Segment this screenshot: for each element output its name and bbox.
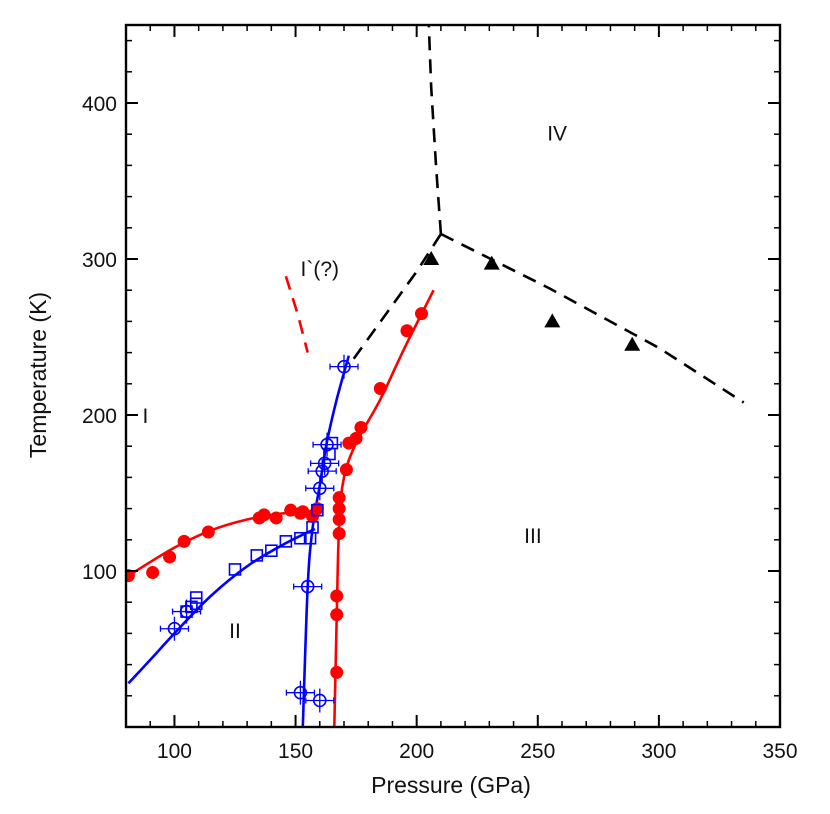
- x-tick-label-350: 350: [762, 740, 797, 763]
- red-filled-circles-lower-point-0: [126, 569, 135, 583]
- x-tick-label-250: 250: [520, 740, 555, 763]
- blue-open-circles-point-1-marker: [179, 604, 194, 619]
- curve-black-dashed-vertical: [427, 25, 443, 235]
- red-filled-circles-lower-point-7: [269, 511, 283, 525]
- y-tick-label-400: 400: [82, 93, 117, 116]
- blue-open-squares-point-3: [189, 591, 203, 604]
- red-filled-circles-upper-point-6: [332, 491, 346, 505]
- y-tick-label-200: 200: [82, 405, 117, 428]
- black-triangles-point-0: [423, 251, 440, 265]
- plot-frame: [124, 23, 782, 729]
- blue-open-circles-point-0: [159, 616, 190, 641]
- region-label-1: II: [229, 620, 241, 643]
- red-filled-circles-lower-point-2: [163, 550, 177, 564]
- blue-open-circles-point-8-marker: [337, 359, 351, 374]
- y-axis-title: Temperature (K): [25, 292, 51, 458]
- blue-open-circles-point-6-marker: [317, 456, 332, 471]
- blue-open-squares-point-6: [265, 544, 278, 558]
- red-filled-circles-upper-point-1: [330, 608, 344, 622]
- region-label-0: I: [142, 405, 148, 428]
- blue-open-circles-point-2-marker: [293, 685, 308, 700]
- blue-open-circles-point-4-marker: [312, 481, 327, 496]
- blue-open-squares-point-10: [306, 521, 319, 534]
- curve-blue-boundary-I-II: [127, 527, 316, 685]
- region-label-2: III: [524, 525, 542, 548]
- x-tick-label-150: 150: [278, 740, 313, 763]
- red-filled-circles-upper-point-13: [415, 307, 429, 321]
- region-label-4: I`(?): [301, 258, 340, 281]
- blue-open-squares-point-4: [228, 563, 242, 576]
- curve-blue-boundary-upper: [301, 355, 351, 727]
- red-filled-circles-upper-point-7: [339, 463, 353, 477]
- black-triangles-point-3: [624, 336, 641, 351]
- x-axis-title: Pressure (GPa): [371, 772, 531, 798]
- curve-red-dashed: [284, 275, 309, 353]
- red-filled-circles-upper-point-10: [354, 420, 368, 434]
- blue-open-circles-point-3: [293, 574, 323, 599]
- axes-layer: 100 150 200 250 300 350 100 200 300 400: [82, 23, 798, 763]
- points-layer: [126, 251, 641, 713]
- blue-open-circles-point-8: [329, 354, 359, 379]
- blue-open-circles-point-0-marker: [167, 621, 182, 636]
- blue-open-circles-point-6: [309, 451, 340, 476]
- blue-open-circles-point-5-marker: [315, 464, 330, 478]
- red-filled-circles-lower-point-3: [177, 534, 191, 548]
- blue-open-squares-point-7: [279, 535, 293, 548]
- blue-open-squares-point-11: [311, 503, 324, 517]
- black-triangles-point-2: [544, 313, 561, 328]
- x-tick-label-300: 300: [641, 740, 676, 763]
- blue-open-circles-point-3-marker: [300, 579, 315, 594]
- red-filled-circles-upper-point-3: [332, 527, 346, 541]
- black-triangles-point-1: [483, 255, 500, 270]
- red-filled-circles-upper-point-5: [332, 502, 346, 516]
- blue-open-circles-point-7-marker: [320, 437, 334, 452]
- region-label-3: IV: [547, 122, 567, 145]
- blue-open-circles-point-7: [312, 432, 342, 457]
- blue-open-circles-point-9-marker: [312, 693, 327, 708]
- y-tick-label-300: 300: [82, 249, 117, 272]
- red-filled-circles-lower-point-6: [257, 508, 271, 522]
- blue-open-circles-point-9: [305, 688, 335, 713]
- x-tick-label-100: 100: [157, 740, 192, 763]
- blue-open-squares-point-5: [250, 549, 264, 562]
- red-filled-circles-upper-point-12: [400, 324, 414, 338]
- red-filled-circles-upper-point-11: [373, 381, 387, 395]
- red-filled-circles-upper-point-0: [330, 665, 344, 679]
- red-filled-circles-lower-point-10: [296, 505, 310, 519]
- red-filled-circles-upper-point-4: [332, 513, 346, 527]
- blue-open-circles-point-2: [285, 680, 316, 705]
- curve-black-dashed-I-IV: [352, 233, 442, 360]
- blue-open-circles-point-4: [305, 476, 335, 501]
- red-filled-circles-upper-point-9: [349, 431, 363, 445]
- red-filled-circles-lower-point-1: [146, 566, 160, 580]
- red-filled-circles-lower-point-4: [201, 525, 215, 539]
- blue-open-squares-point-8: [294, 531, 307, 545]
- y-tick-label-100: 100: [82, 561, 117, 584]
- red-filled-circles-upper-point-2: [330, 589, 344, 603]
- blue-open-circles-point-1: [171, 599, 202, 624]
- x-tick-label-200: 200: [399, 740, 434, 763]
